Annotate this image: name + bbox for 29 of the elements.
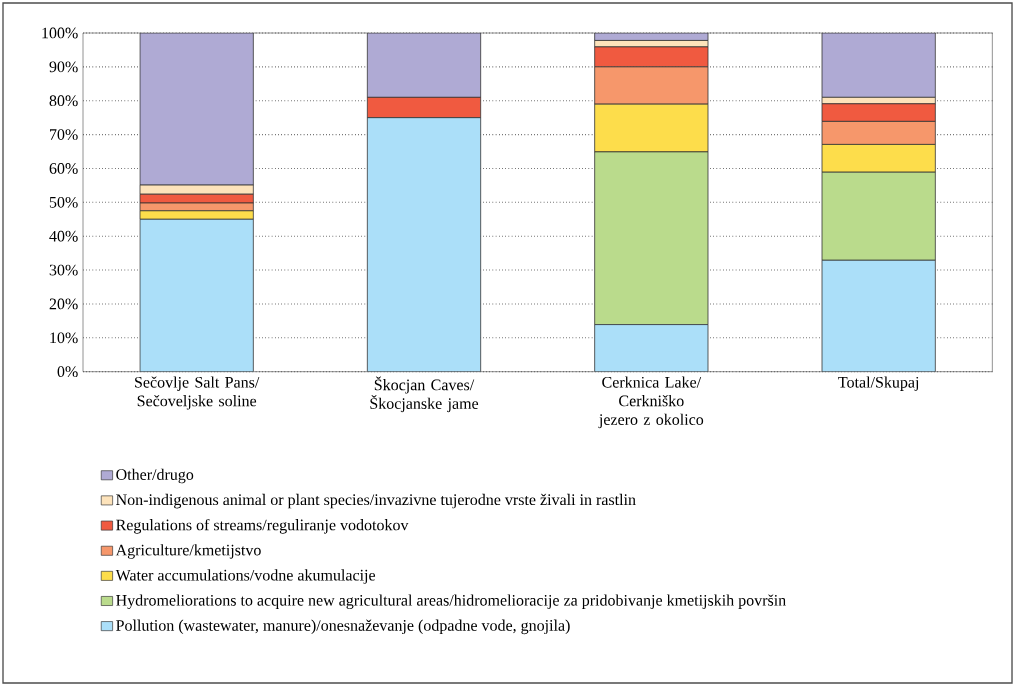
y-tick-label: 40% [49,230,78,242]
legend-label: Other/drugo [116,468,194,484]
y-tick-label: 100% [42,27,78,39]
legend-label: Non-indigenous animal or plant species/invazivne tujerodne vrste živali in rastlin [116,493,636,509]
y-tick-label: 70% [50,129,78,141]
bar [139,33,254,186]
y-tick-label: 60% [49,163,78,174]
y-tick-label: 0% [57,366,78,378]
bar [139,218,254,372]
legend-label: Water accumulations/vodne akumulacije [115,569,376,584]
bar [366,33,482,98]
bar [821,259,936,372]
legend-label: Pollution (wastewater, manure)/onesnaževanje (odpadne vode, gnojila) [116,619,570,635]
x-tick-label: Total/Skupaj [838,376,919,391]
y-tick-label: 80% [49,95,78,107]
y-tick-label: 10% [50,332,78,344]
bar [594,324,709,372]
legend-label: Regulations of streams/reguliranje vodotokov [116,518,409,534]
x-tick-label: Škocjan Caves/Škocjanske jame [370,376,479,413]
y-tick-label: 20% [49,298,78,310]
x-tick-label: Cerknica Lake/Cerkniško jezero z okolico [598,376,704,429]
y-tick-label: 30% [49,264,78,276]
bar [366,117,482,372]
bar [821,33,936,98]
y-tick-label: 50% [49,196,78,208]
legend-label: Hydromeliorations to acquire new agricultural areas/hidromelioracije za pridobivanje kmetijskih površin [116,594,786,609]
y-tick-label: 90% [49,61,78,73]
legend-label: Agriculture/kmetijstvo [115,544,261,559]
x-tick-label: Sečovlje Salt Pans/Sečoveljske soline [135,376,260,410]
